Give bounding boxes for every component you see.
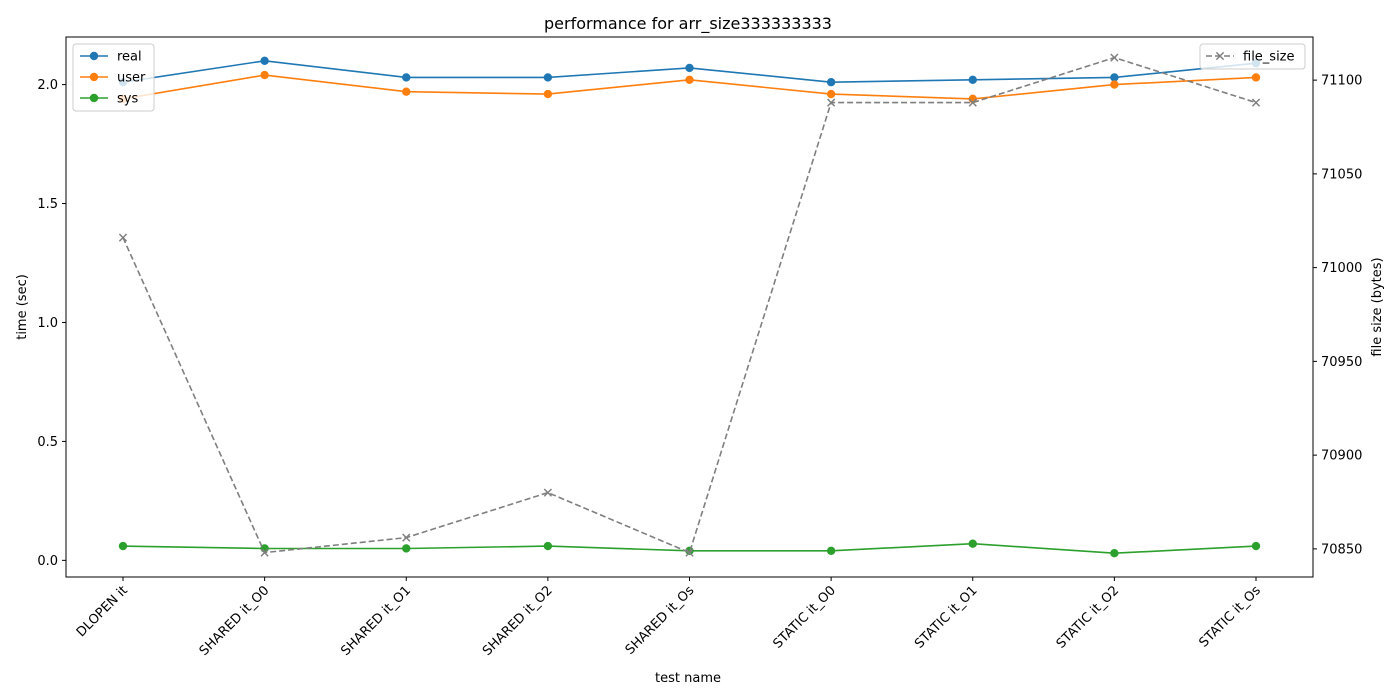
point-file_size: [1110, 53, 1119, 62]
point-file_size: [118, 233, 128, 242]
legend-right-box: [1199, 43, 1306, 70]
x-tick-label: SHARED it_O1: [338, 583, 414, 659]
point-file_size: [968, 98, 977, 107]
x-tick-label: SHARED it_Os: [623, 583, 698, 658]
point-sys: [968, 539, 977, 548]
x-tick-label: STATIC it_O1: [912, 583, 980, 651]
point-x-stroke: [826, 98, 836, 107]
y2-tick-label: 71000: [1321, 261, 1362, 276]
x-axis-title: test name: [655, 671, 721, 686]
point-sys: [1110, 549, 1119, 558]
y-axis-title: time (sec): [15, 274, 30, 340]
point-real: [260, 56, 269, 65]
point-real: [685, 63, 694, 73]
point-user: [543, 89, 553, 99]
x-tick-label: SHARED it_O2: [480, 583, 556, 659]
point-real: [543, 73, 553, 82]
point-sys: [685, 546, 694, 556]
point-real: [1110, 73, 1119, 82]
point-file_size: [260, 548, 269, 557]
legend-left: real user sys: [72, 43, 155, 112]
y2-tick-label: 70900: [1321, 449, 1362, 464]
point-sys: [543, 541, 553, 551]
point-file_size: [543, 488, 553, 497]
legend-label-sys: sys: [117, 92, 138, 107]
point-real: [826, 77, 836, 87]
y-tick-label: 0.5: [37, 435, 58, 450]
point-x-stroke: [118, 233, 128, 242]
point-sys: [826, 546, 836, 556]
x-tick-label: STATIC it_O0: [771, 583, 839, 651]
x-tick-label: DLOPEN it: [74, 583, 131, 640]
legend-label-user: user: [117, 71, 146, 86]
point-real: [968, 75, 977, 85]
series-line-file_size: [122, 56, 1257, 554]
y2-tick-label: 70950: [1321, 355, 1362, 370]
point-x-stroke: [260, 548, 269, 557]
y-tick-label: 1.0: [37, 316, 58, 331]
point-x-stroke: [1251, 98, 1261, 107]
point-real: [402, 73, 411, 82]
plot-area: 0.0 0.5 1.0 1.5 2.0 70850 70900 70950 71000 71050…: [37, 36, 1362, 659]
point-file_size: [826, 98, 836, 107]
point-sys: [1251, 541, 1261, 551]
point-x-stroke: [685, 548, 694, 557]
point-user: [1110, 80, 1119, 89]
point-user: [260, 70, 269, 80]
y2-tick-label: 70850: [1321, 542, 1362, 557]
point-user: [826, 89, 836, 99]
point-file_size: [402, 533, 411, 542]
x-tick-label: SHARED it_O0: [197, 583, 273, 659]
legend-marker-user: [89, 72, 99, 82]
point-user: [402, 87, 411, 96]
y-tick-label: 1.5: [37, 197, 58, 212]
x-tick-label: STATIC it_O2: [1054, 583, 1122, 651]
legend-right: file_size: [1199, 43, 1306, 70]
chart-title: performance for arr_size333333333: [544, 14, 832, 34]
y-tick-label: 0.0: [37, 554, 58, 569]
legend-marker-real: [89, 51, 99, 61]
point-user: [685, 75, 694, 85]
legend-marker-file_size: [1215, 51, 1225, 61]
point-x-stroke: [543, 488, 553, 497]
point-sys: [402, 544, 411, 553]
y2-tick-label: 71050: [1321, 167, 1362, 182]
legend-label-real: real: [117, 50, 142, 65]
y2-tick-label: 71100: [1321, 74, 1362, 89]
point-file_size: [1251, 98, 1261, 107]
point-user: [1251, 73, 1261, 82]
plot-frame: [65, 36, 1314, 578]
point-sys: [118, 541, 128, 551]
legend-marker-sys: [89, 93, 99, 103]
y-tick-label: 2.0: [37, 78, 58, 93]
point-x-stroke: [968, 98, 977, 107]
point-file_size: [685, 548, 694, 557]
legend-label-file_size: file_size: [1243, 50, 1295, 65]
point-x-stroke: [1110, 53, 1119, 62]
y2-axis-title: file size (bytes): [1370, 257, 1385, 356]
point-x-stroke: [402, 533, 411, 542]
x-tick-label: STATIC it_Os: [1196, 583, 1264, 651]
